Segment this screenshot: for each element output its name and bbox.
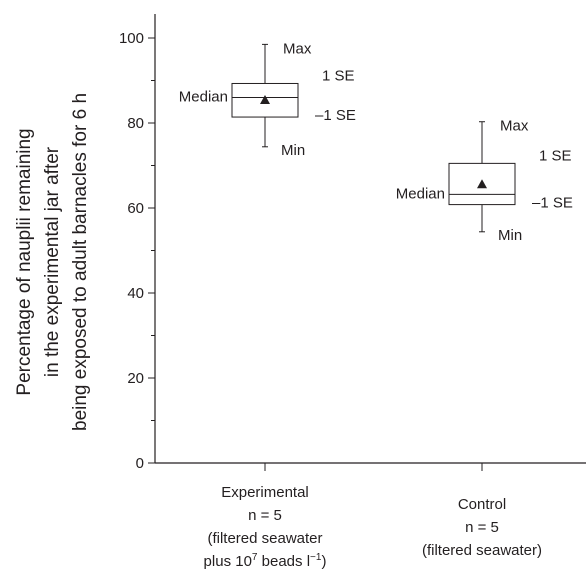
y-axis-ticks: 0 20 40 60 80 100 [119,30,155,472]
category-label-line: (filtered seawater) [422,542,542,559]
label-part: beads l [257,553,310,570]
box-group: Max 1 SE Median –1 SE Min [396,118,573,244]
se-box [231,82,299,118]
y-tick-label: 20 [127,370,144,387]
box-group: Max 1 SE Median –1 SE Min [179,40,356,158]
y-tick-label: 80 [127,115,144,132]
category-label-line: Experimental [221,484,309,501]
se-box [448,162,516,206]
mean-marker [477,179,487,189]
annotation-minus-se: –1 SE [532,195,573,212]
annotation-median: Median [396,185,445,202]
annotation-minus-se: –1 SE [315,107,356,124]
y-axis-title-line: in the experimental jar after [42,146,63,377]
category-label-line: Control [458,496,506,513]
y-axis-title-line: Percentage of nauplii remaining [14,128,35,395]
axes [154,14,586,471]
y-tick-label: 0 [136,455,144,472]
x-axis-category-labels: Experimental n = 5 (filtered seawater plus … [204,484,542,570]
category-label-line: plus 107 beads l−1) [204,552,327,570]
label-part: ) [321,553,326,570]
label-superscript: −1 [310,552,322,563]
annotation-median: Median [179,89,228,106]
mean-marker [260,95,270,105]
category-label-line: n = 5 [465,519,499,536]
label-superscript: 7 [252,552,258,563]
annotation-plus-se: 1 SE [539,147,572,164]
label-part: plus 10 [204,553,252,570]
annotation-min: Min [498,227,522,244]
y-tick-label: 60 [127,200,144,217]
y-tick-label: 100 [119,30,144,47]
annotation-min: Min [281,142,305,159]
annotation-plus-se: 1 SE [322,67,355,84]
category-label-line: n = 5 [248,507,282,524]
annotation-max: Max [283,40,312,57]
category-label-line: (filtered seawater [207,530,322,547]
annotation-max: Max [500,118,529,135]
y-tick-label: 40 [127,285,144,302]
y-axis-title: Percentage of nauplii remaining in the ex… [14,93,91,431]
y-axis-title-line: being exposed to adult barnacles for 6 h [70,93,91,431]
